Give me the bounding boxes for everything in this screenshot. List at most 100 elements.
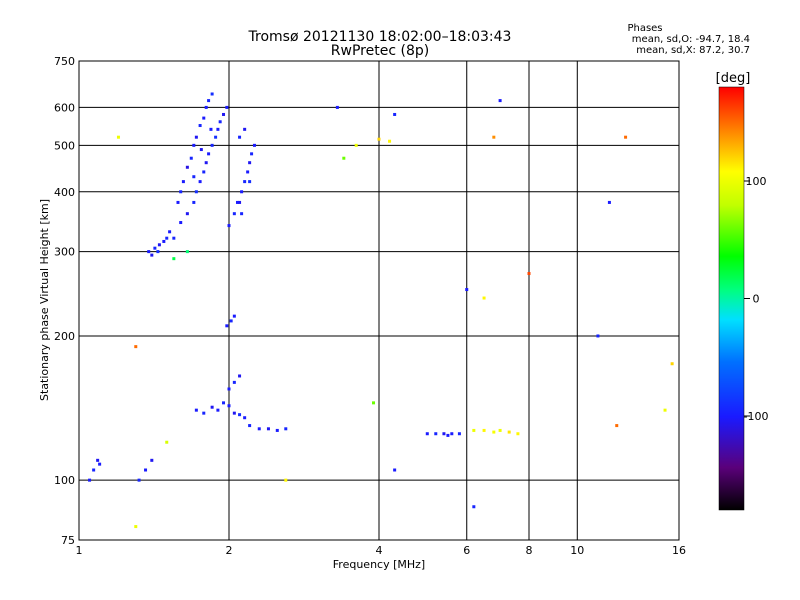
data-point — [335, 105, 339, 109]
data-point — [181, 180, 185, 184]
y-tick-labels: 75 100 200 300 400 500 600 750 — [54, 55, 75, 547]
data-point — [482, 296, 486, 300]
data-point — [134, 525, 138, 529]
x-tick-labels: 1 2 4 6 8 10 16 — [76, 544, 687, 557]
data-point — [372, 401, 376, 405]
data-point — [202, 170, 206, 174]
data-point — [248, 424, 252, 428]
data-point — [450, 432, 454, 436]
data-point — [498, 99, 502, 103]
data-point — [457, 432, 461, 436]
data-point — [670, 362, 674, 366]
data-point — [172, 236, 176, 240]
data-point — [275, 428, 279, 432]
colorbar-tick-label: 100 — [746, 175, 767, 188]
data-point — [216, 127, 220, 131]
colorbar-ticks: 100 0 -100 — [744, 175, 769, 423]
data-point — [157, 243, 161, 247]
data-point — [134, 345, 138, 349]
data-point — [225, 324, 229, 328]
data-point — [377, 137, 381, 141]
data-point — [192, 143, 196, 147]
data-point — [235, 200, 239, 204]
stats-line-x: mean, sd,X: 87.2, 30.7 — [636, 45, 750, 56]
data-point — [92, 468, 96, 472]
data-point — [204, 161, 208, 165]
data-point — [240, 212, 244, 216]
data-point — [88, 478, 92, 482]
data-point — [218, 120, 222, 124]
data-point — [116, 135, 120, 139]
data-point — [393, 468, 397, 472]
data-point — [266, 427, 270, 431]
data-point — [257, 427, 261, 431]
data-point — [165, 236, 169, 240]
data-point — [198, 124, 202, 128]
data-point — [492, 135, 496, 139]
data-point — [198, 180, 202, 184]
data-point — [96, 458, 100, 462]
data-point — [192, 175, 196, 179]
data-point — [434, 432, 438, 436]
data-point — [207, 99, 211, 103]
data-point — [222, 112, 226, 116]
data-point — [179, 221, 183, 225]
data-point — [172, 257, 176, 261]
colorbar-tick-label: -100 — [744, 410, 769, 423]
data-point — [498, 428, 502, 432]
colorbar — [718, 86, 745, 511]
data-point — [156, 250, 160, 254]
data-point — [194, 135, 198, 139]
data-point — [202, 411, 206, 415]
data-point — [482, 428, 486, 432]
data-point — [179, 190, 183, 194]
data-point — [354, 143, 358, 147]
data-point — [222, 401, 226, 405]
data-point — [194, 190, 198, 194]
x-tick-label: 1 — [76, 544, 83, 557]
data-point — [137, 478, 141, 482]
data-point — [162, 239, 166, 243]
data-point — [153, 246, 157, 250]
y-tick-label: 100 — [54, 474, 75, 487]
data-point — [243, 416, 247, 420]
data-point — [229, 319, 233, 323]
data-point — [176, 200, 180, 204]
data-point — [189, 156, 193, 160]
data-point — [210, 92, 214, 96]
data-point — [147, 250, 151, 254]
data-point — [204, 105, 208, 109]
data-point — [144, 468, 148, 472]
data-point — [210, 405, 214, 409]
data-points — [88, 92, 674, 529]
x-tick-label: 2 — [226, 544, 233, 557]
data-point — [216, 408, 220, 412]
data-point — [527, 272, 531, 276]
data-point — [238, 200, 242, 204]
x-tick-label: 16 — [672, 544, 686, 557]
data-point — [232, 212, 236, 216]
data-point — [98, 462, 102, 466]
data-point — [393, 112, 397, 116]
data-point — [185, 212, 189, 216]
grid — [78, 60, 680, 541]
stats-title: Phases — [627, 23, 662, 34]
data-point — [243, 127, 247, 131]
y-tick-label: 500 — [54, 139, 75, 152]
data-point — [442, 432, 446, 436]
data-point — [238, 413, 242, 417]
data-point — [209, 127, 213, 131]
data-point — [227, 224, 231, 228]
data-point — [284, 478, 288, 482]
data-point — [507, 430, 511, 434]
data-point — [243, 180, 247, 184]
data-point — [284, 427, 288, 431]
data-point — [492, 430, 496, 434]
data-point — [238, 374, 242, 378]
data-point — [663, 408, 667, 412]
data-point — [596, 334, 600, 338]
data-point — [248, 161, 252, 165]
data-point — [168, 230, 172, 234]
colorbar-unit: [deg] — [716, 71, 751, 86]
data-point — [225, 105, 229, 109]
